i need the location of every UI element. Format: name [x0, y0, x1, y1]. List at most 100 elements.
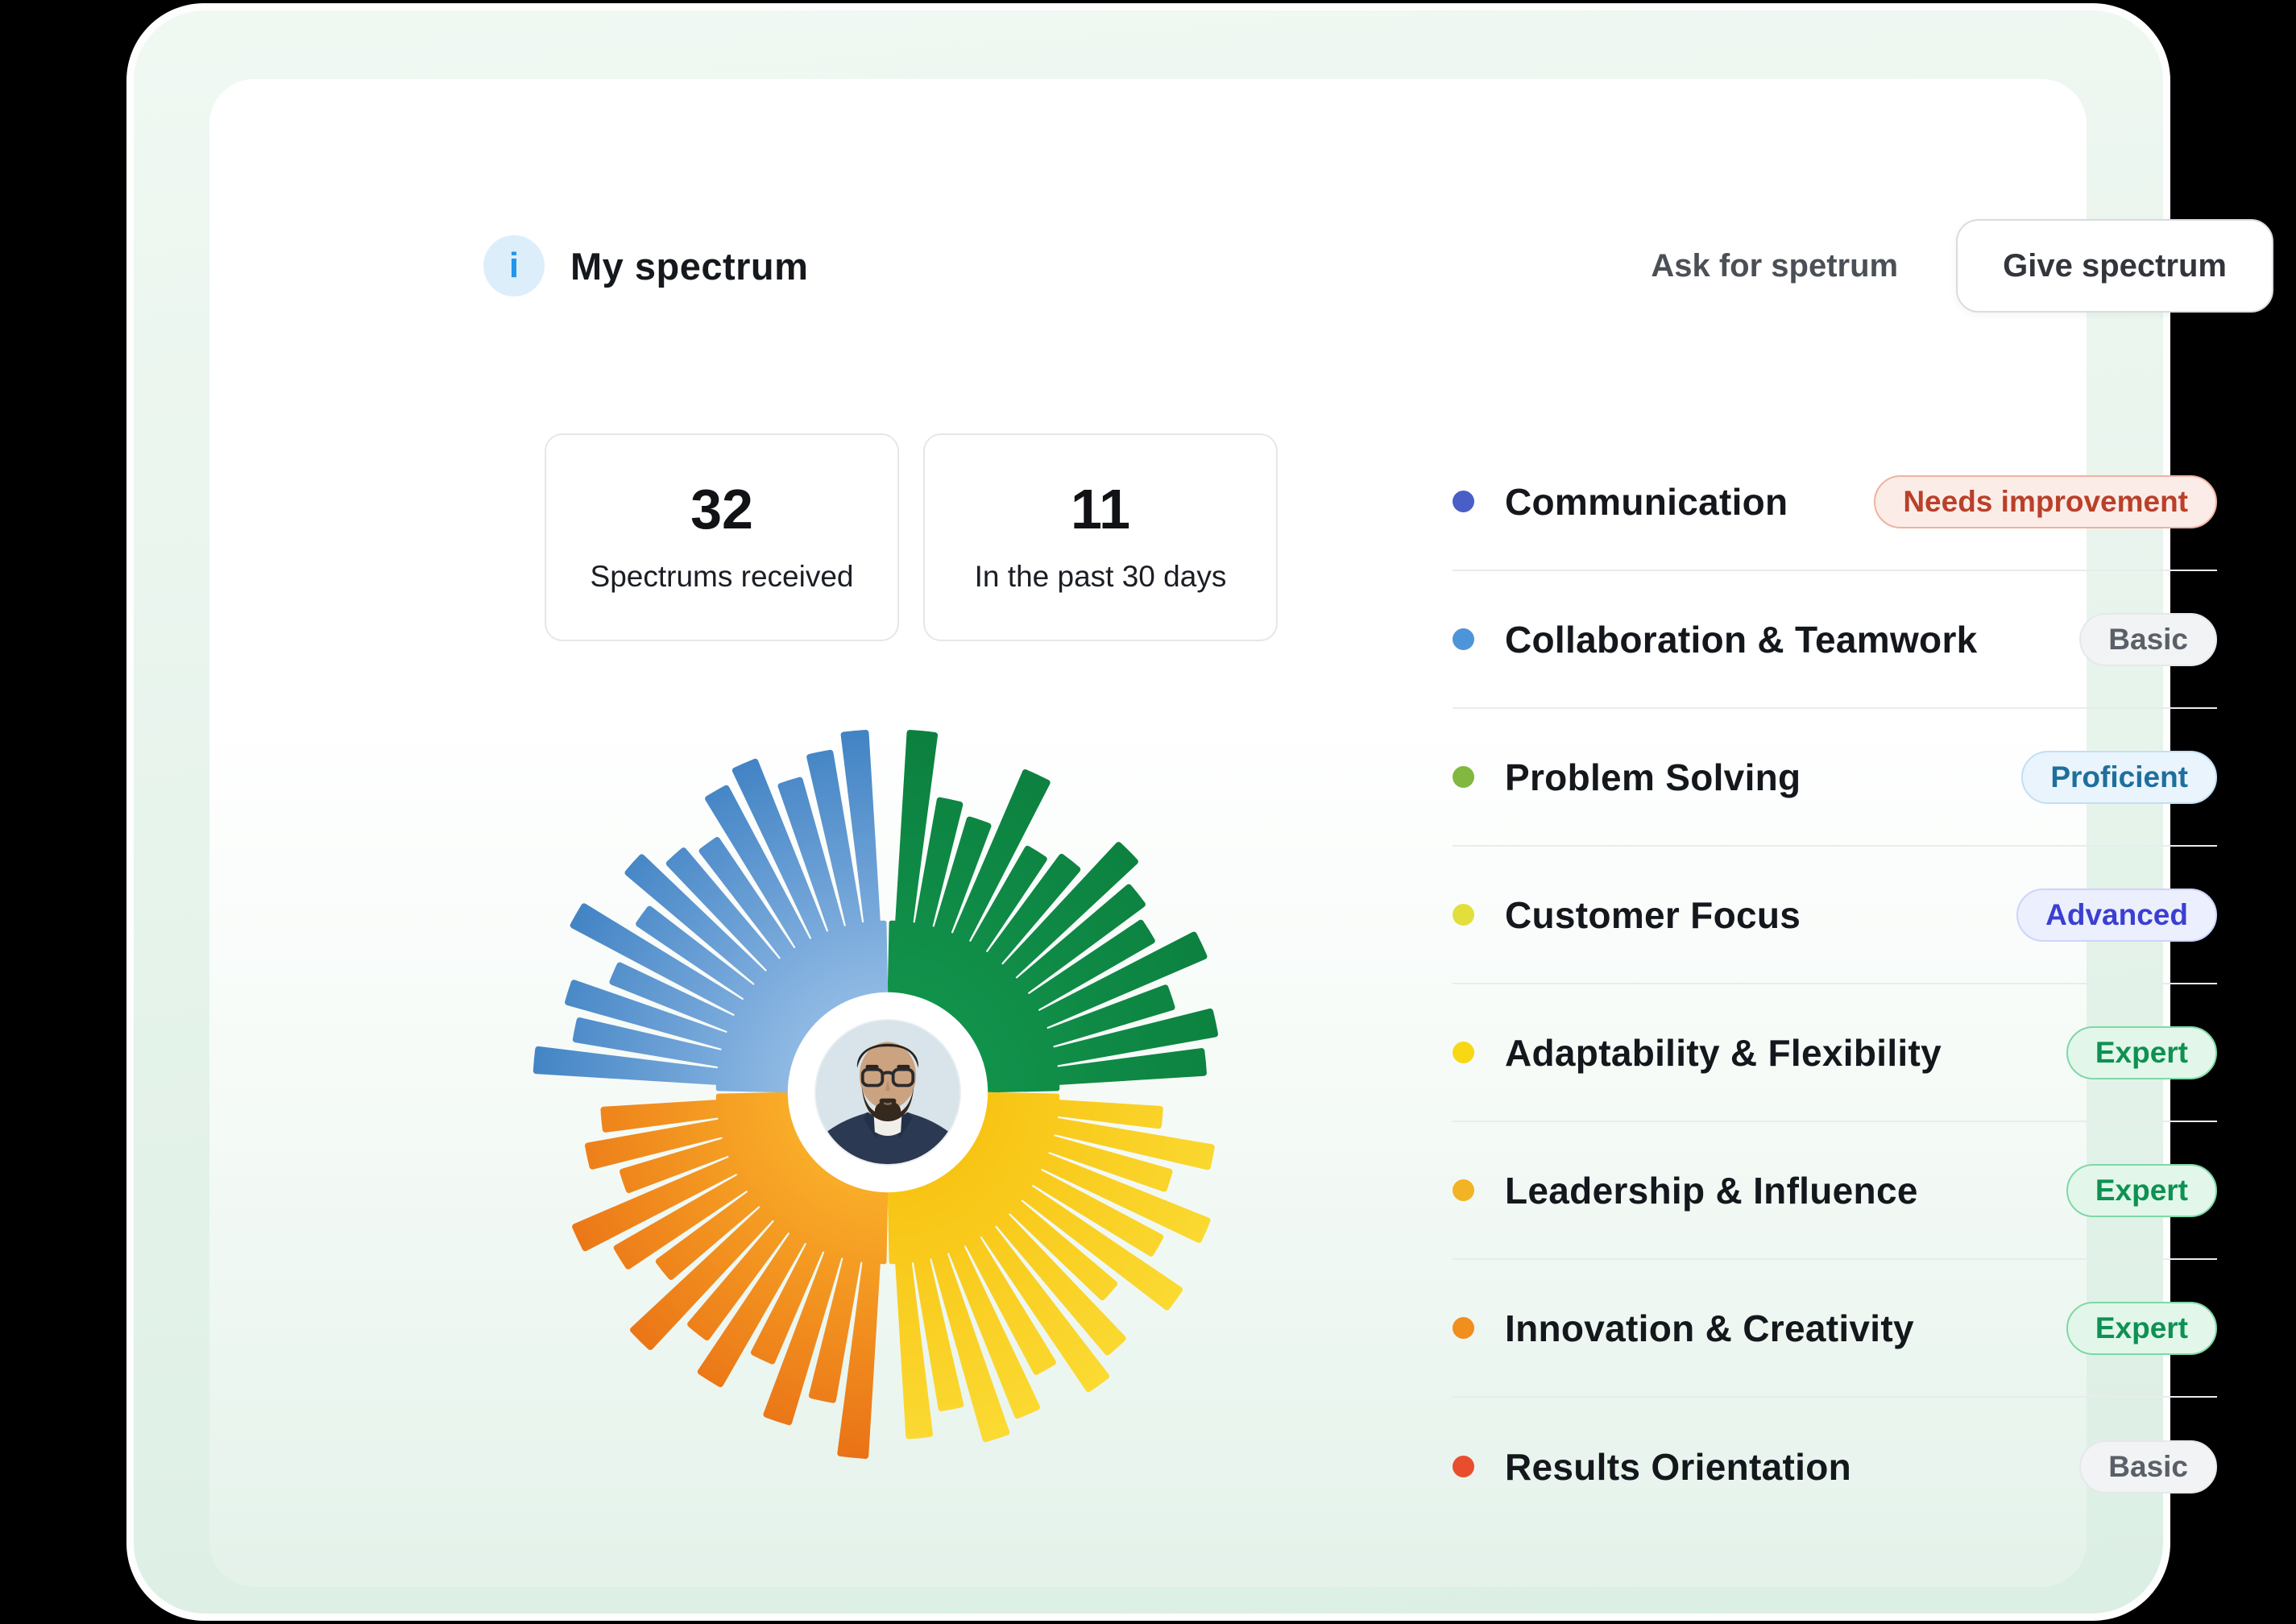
- chart-bar-green: [1026, 919, 1155, 1012]
- chart-bar-green: [895, 729, 939, 928]
- chart-bar-yellow: [1029, 1168, 1164, 1257]
- chart-bar-green: [1043, 984, 1175, 1047]
- stat-label: In the past 30 days: [974, 560, 1227, 593]
- chart-bar-blue: [609, 962, 738, 1033]
- chart-bar-blue: [806, 749, 863, 930]
- chart-bar-orange: [687, 1218, 790, 1341]
- chart-bar-green: [1035, 931, 1208, 1029]
- info-icon-glyph: i: [508, 246, 520, 285]
- stat-value: 32: [690, 478, 753, 541]
- skill-dot: [1453, 904, 1474, 926]
- chart-bar-yellow: [980, 1223, 1109, 1393]
- header-title-group: i My spectrum: [483, 235, 808, 296]
- page-title: My spectrum: [570, 244, 809, 288]
- skill-name: Collaboration & Teamwork: [1505, 618, 1978, 661]
- chart-bar-yellow: [930, 1249, 1010, 1443]
- skill-dot: [1453, 1042, 1474, 1063]
- chart-bar-yellow: [1007, 1199, 1118, 1301]
- skills-list: Communication Needs improvement Collaborat…: [1453, 433, 2217, 1535]
- chart-bar-orange: [750, 1240, 824, 1365]
- chart-bar-orange: [763, 1248, 843, 1426]
- skill-row: Collaboration & Teamwork Basic: [1453, 571, 2217, 709]
- avatar: [787, 992, 988, 1193]
- chart-bar-orange: [808, 1253, 861, 1403]
- chart-bar-yellow: [1038, 1152, 1211, 1243]
- chart-bar-yellow: [1053, 1100, 1163, 1129]
- skill-level-badge: Basic: [2079, 1440, 2217, 1494]
- give-spectrum-button[interactable]: Give spectrum: [1956, 219, 2273, 313]
- chart-bar-orange: [600, 1100, 723, 1133]
- chart-bar-blue: [777, 777, 845, 936]
- skill-row: Innovation & Creativity Expert: [1453, 1260, 2217, 1398]
- chart-bar-blue: [665, 847, 781, 973]
- skill-dot: [1453, 491, 1474, 512]
- skill-dot: [1453, 1456, 1474, 1477]
- chart-bar-blue: [636, 905, 757, 1000]
- skill-level-badge: Expert: [2066, 1025, 2217, 1079]
- chart-bar-yellow: [1044, 1135, 1173, 1192]
- chart-bar-yellow: [895, 1257, 933, 1440]
- chart-bar-green: [1052, 1048, 1207, 1085]
- stat-card: 32 Spectrums received: [545, 433, 899, 641]
- skill-dot: [1453, 628, 1474, 650]
- chart-bar-green: [1000, 842, 1138, 980]
- skill-name: Problem Solving: [1505, 756, 1801, 798]
- skill-name: Results Orientation: [1505, 1445, 1851, 1488]
- skill-name: Adaptability & Flexibility: [1505, 1031, 1942, 1074]
- chart-bar-green: [985, 853, 1081, 967]
- chart-bar-green: [968, 845, 1047, 955]
- chart-bar-blue: [572, 1017, 726, 1067]
- chart-bar-yellow: [994, 1212, 1126, 1356]
- chart-bar-orange: [697, 1230, 807, 1387]
- skill-row: Leadership & Influence Expert: [1453, 1122, 2217, 1260]
- chart-bar-blue: [570, 903, 747, 1017]
- skill-level-badge: Advanced: [2016, 888, 2217, 942]
- chart-bar-orange: [837, 1257, 881, 1459]
- chart-bar-orange: [655, 1190, 762, 1280]
- skill-row: Problem Solving Proficient: [1453, 709, 2217, 847]
- stat-card: 11 In the past 30 days: [923, 433, 1278, 641]
- radial-bars-layer: [533, 729, 1218, 1459]
- skill-level-badge: Needs improvement: [1874, 474, 2217, 528]
- chart-bar-blue: [533, 1046, 723, 1085]
- chart-bar-blue: [698, 837, 796, 962]
- spectrum-card: i My spectrum Ask for spetrum Give spect…: [209, 79, 2273, 1587]
- skill-name: Communication: [1505, 480, 1788, 523]
- chart-bar-blue: [565, 980, 731, 1050]
- skill-row: Customer Focus Advanced: [1453, 847, 2217, 984]
- ask-for-spectrum-link[interactable]: Ask for spetrum: [1651, 247, 1899, 284]
- card-header: i My spectrum Ask for spetrum Give spect…: [483, 218, 2273, 314]
- skill-dot: [1453, 766, 1474, 788]
- skill-name: Leadership & Influence: [1505, 1169, 1918, 1212]
- chart-bar-green: [933, 816, 992, 937]
- skill-row: Results Orientation Basic: [1453, 1398, 2217, 1535]
- chart-bar-orange: [572, 1156, 740, 1252]
- chart-bar-yellow: [913, 1254, 964, 1411]
- chart-bar-yellow: [1050, 1117, 1215, 1170]
- skill-dot: [1453, 1179, 1474, 1201]
- skill-level-badge: Expert: [2066, 1163, 2217, 1217]
- stats-cards: 32 Spectrums received 11 In the past 30 day…: [545, 433, 1278, 641]
- chart-bar-green: [1013, 884, 1146, 995]
- skill-dot: [1453, 1317, 1474, 1339]
- chart-bar-blue: [705, 785, 812, 951]
- info-icon[interactable]: i: [483, 235, 545, 296]
- header-actions: Ask for spetrum Give spectrum: [1651, 219, 2273, 313]
- chart-bar-yellow: [964, 1233, 1056, 1375]
- chart-bar-blue: [731, 758, 828, 942]
- chart-bar-blue: [624, 854, 769, 986]
- chart-bar-orange: [584, 1119, 727, 1170]
- chart-bar-green: [951, 769, 1051, 945]
- skill-name: Innovation & Creativity: [1505, 1307, 1914, 1349]
- chart-bar-yellow: [947, 1242, 1040, 1419]
- stat-label: Spectrums received: [590, 560, 854, 593]
- chart-bar-green: [1049, 1008, 1218, 1066]
- skill-name: Customer Focus: [1505, 893, 1801, 936]
- skill-level-badge: Expert: [2066, 1301, 2217, 1355]
- skill-row: Adaptability & Flexibility Expert: [1453, 984, 2217, 1122]
- chart-bar-orange: [620, 1137, 732, 1193]
- skill-level-badge: Basic: [2079, 612, 2217, 666]
- spectrum-wheel-chart: [506, 710, 1270, 1474]
- stat-value: 11: [1071, 478, 1130, 541]
